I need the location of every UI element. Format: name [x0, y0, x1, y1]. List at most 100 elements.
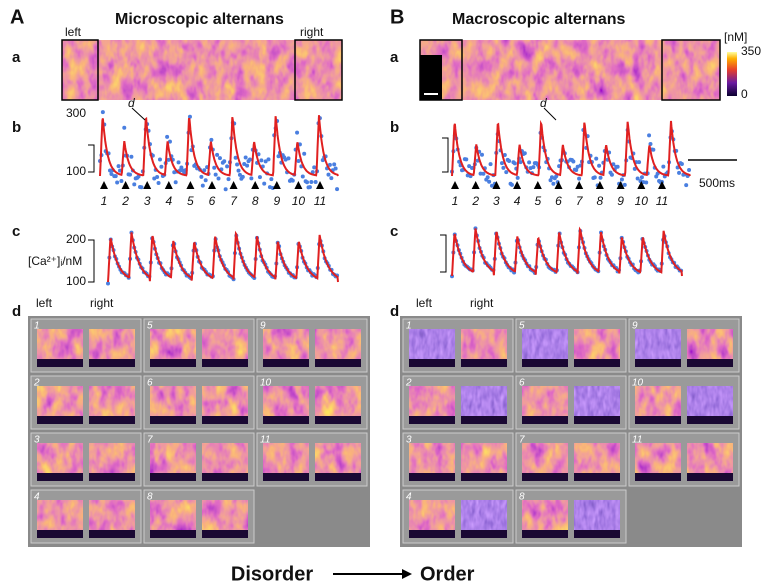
data-dot: [687, 167, 692, 172]
data-dot: [548, 178, 553, 183]
beat-arrow: [121, 181, 130, 189]
surface: [89, 329, 135, 363]
marker-arrow: [543, 107, 557, 121]
data-dot: [106, 281, 110, 286]
data-dot: [326, 172, 331, 177]
surface-base: [574, 359, 620, 367]
marker: d: [540, 96, 547, 110]
colorbar: [727, 52, 737, 96]
col-label: right: [470, 296, 494, 310]
surface-base: [263, 359, 309, 367]
surface-base: [461, 473, 507, 481]
surface-base: [89, 359, 135, 367]
data-dot: [109, 171, 114, 176]
data-dot: [305, 180, 310, 185]
footer-to: Order: [420, 563, 475, 585]
surface-base: [150, 530, 196, 538]
beat-number: 4: [514, 194, 521, 208]
beat-number: 6: [555, 194, 562, 208]
surface: [687, 443, 733, 477]
beat-arrow: [143, 181, 152, 189]
surface-base: [37, 530, 83, 538]
surface: [409, 500, 455, 534]
beat-number: 9: [617, 194, 624, 208]
tick-label: 300: [66, 106, 86, 120]
data-dot: [648, 142, 653, 147]
data-dot: [651, 147, 656, 152]
data-dot: [478, 171, 483, 176]
surface-base: [635, 359, 681, 367]
surface-base: [315, 359, 361, 367]
data-dot: [333, 166, 338, 171]
beat-arrow: [492, 181, 501, 189]
time-scale-label: 500ms: [699, 176, 735, 190]
surface-base: [263, 416, 309, 424]
data-dot: [259, 158, 264, 163]
beat-arrow: [272, 181, 281, 189]
surface: [574, 500, 620, 534]
tile-number: 10: [632, 378, 644, 389]
footer-from: Disorder: [231, 563, 313, 585]
data-dot: [236, 168, 241, 173]
trace: [451, 226, 683, 277]
beat-number: 10: [635, 194, 649, 208]
panel-letter: A: [10, 6, 24, 28]
beat-arrow: [533, 181, 542, 189]
data-dot: [488, 162, 493, 167]
data-dot: [639, 175, 644, 180]
surface-base: [37, 359, 83, 367]
beat-number: 11: [314, 194, 326, 208]
bracket: [88, 144, 95, 173]
surface: [37, 386, 83, 420]
data-dot: [499, 161, 504, 166]
arrow-head: [402, 569, 412, 579]
tile-number: 2: [405, 378, 412, 389]
beat-arrow: [251, 181, 260, 189]
data-dot: [113, 174, 118, 179]
data-dot: [276, 154, 281, 159]
beat-arrow: [471, 181, 480, 189]
data-dot: [235, 162, 240, 167]
surface: [409, 329, 455, 363]
data-dot: [522, 151, 527, 156]
surface-base: [37, 473, 83, 481]
data-dot: [266, 157, 271, 162]
tile-number: 4: [406, 492, 412, 503]
surface-base: [315, 416, 361, 424]
data-dot: [262, 181, 267, 186]
tick-label: 100: [66, 274, 86, 288]
surface-base: [409, 416, 455, 424]
beat-number: 6: [209, 194, 216, 208]
beat-number: 2: [471, 194, 479, 208]
surface-base: [202, 359, 248, 367]
data-dot: [479, 152, 484, 157]
colorbar-max: 350: [741, 44, 761, 58]
surface: [89, 386, 135, 420]
data-dot: [249, 176, 254, 181]
bracket: [442, 137, 449, 173]
surface-base: [315, 473, 361, 481]
data-dot: [615, 164, 620, 169]
data-dot: [594, 156, 599, 161]
surface-base: [202, 473, 248, 481]
surface: [635, 386, 681, 420]
data-dot: [159, 164, 164, 169]
data-dot: [155, 175, 160, 180]
surface: [522, 500, 568, 534]
data-dot: [313, 180, 318, 185]
col-label: left: [416, 296, 433, 310]
data-dot: [509, 182, 514, 187]
data-dot: [619, 177, 624, 182]
data-dot: [622, 182, 627, 187]
surface: [37, 500, 83, 534]
surface: [315, 386, 361, 420]
data-dot: [310, 170, 315, 175]
data-dot: [199, 174, 204, 179]
surface-base: [409, 359, 455, 367]
data-dot: [574, 168, 579, 173]
data-dot: [527, 160, 532, 165]
data-dot: [132, 182, 137, 187]
data-dot: [176, 160, 181, 165]
surface-base: [89, 416, 135, 424]
surface: [635, 329, 681, 363]
